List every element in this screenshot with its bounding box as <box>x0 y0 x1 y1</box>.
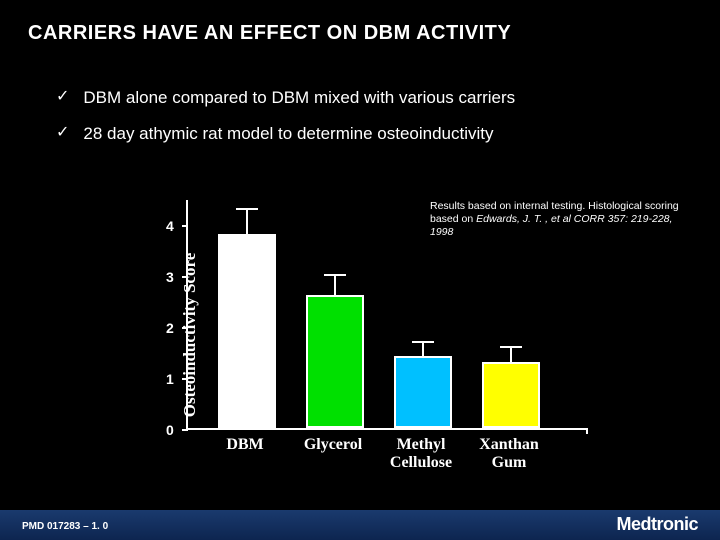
bullet-list: ✓ DBM alone compared to DBM mixed with v… <box>56 87 720 145</box>
error-cap <box>324 274 346 276</box>
x-axis-label: XanthanGum <box>465 436 553 473</box>
check-icon: ✓ <box>56 123 69 144</box>
error-bar <box>422 341 424 359</box>
bullet-text: DBM alone compared to DBM mixed with var… <box>83 87 515 109</box>
bar <box>482 362 540 428</box>
check-icon: ✓ <box>56 87 69 108</box>
y-tick <box>182 327 188 329</box>
y-tick-label: 4 <box>166 218 174 234</box>
results-note: Results based on internal testing. Histo… <box>430 200 680 239</box>
y-tick <box>182 429 188 431</box>
y-tick <box>182 225 188 227</box>
y-tick <box>182 276 188 278</box>
bar <box>394 356 452 428</box>
error-cap <box>236 208 258 210</box>
osteoinductivity-chart: Osteoinductivity Score 01234 DBMGlycerol… <box>130 200 600 470</box>
bullet-text: 28 day athymic rat model to determine os… <box>83 123 493 145</box>
error-cap <box>500 346 522 348</box>
y-tick-label: 0 <box>166 422 174 438</box>
page-title: CARRIERS HAVE AN EFFECT ON DBM ACTIVITY <box>0 0 720 45</box>
x-axis-label: Glycerol <box>289 436 377 454</box>
y-tick-label: 2 <box>166 320 174 336</box>
y-tick <box>182 378 188 380</box>
error-bar <box>334 274 336 297</box>
error-bar <box>246 208 248 236</box>
x-end-tick <box>586 428 588 434</box>
error-cap <box>412 341 434 343</box>
bar <box>218 234 276 428</box>
y-tick-label: 1 <box>166 371 174 387</box>
document-id: PMD 017283 – 1. 0 <box>22 521 108 532</box>
x-axis-label: MethylCellulose <box>377 436 465 473</box>
x-axis-label: DBM <box>201 436 289 454</box>
y-tick-label: 3 <box>166 269 174 285</box>
bullet-item: ✓ DBM alone compared to DBM mixed with v… <box>56 87 720 109</box>
bullet-item: ✓ 28 day athymic rat model to determine … <box>56 123 720 145</box>
error-bar <box>510 346 512 364</box>
medtronic-logo: Medtronic <box>616 514 698 535</box>
bar <box>306 295 364 428</box>
